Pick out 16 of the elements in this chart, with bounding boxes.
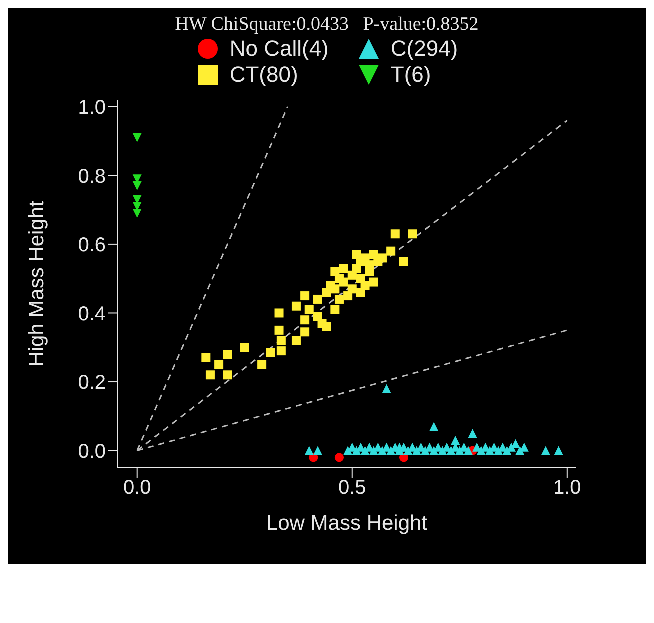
- y-tick-label: 0.4: [78, 303, 106, 326]
- legend-label: C(294): [390, 36, 458, 62]
- x-tick-label: 0.0: [123, 477, 152, 500]
- y-tick-label: 0.0: [78, 440, 106, 463]
- chart-title: HW ChiSquare:0.0433 P-value:0.8352: [174, 14, 480, 36]
- y-tick-label: 1.0: [78, 96, 106, 119]
- y-axis-title: High Mass Height: [25, 200, 48, 367]
- legend-label: No Call(4): [230, 36, 329, 62]
- x-tick-label: 0.5: [338, 477, 366, 500]
- x-axis-title: Low Mass Height: [266, 512, 428, 535]
- legend-label: T(6): [390, 62, 432, 88]
- y-tick-label: 0.8: [78, 166, 106, 188]
- x-tick-label: 1.0: [553, 477, 582, 500]
- y-tick-label: 0.6: [78, 234, 106, 257]
- y-tick-label: 0.2: [78, 372, 106, 394]
- legend-label: CT(80): [230, 62, 298, 88]
